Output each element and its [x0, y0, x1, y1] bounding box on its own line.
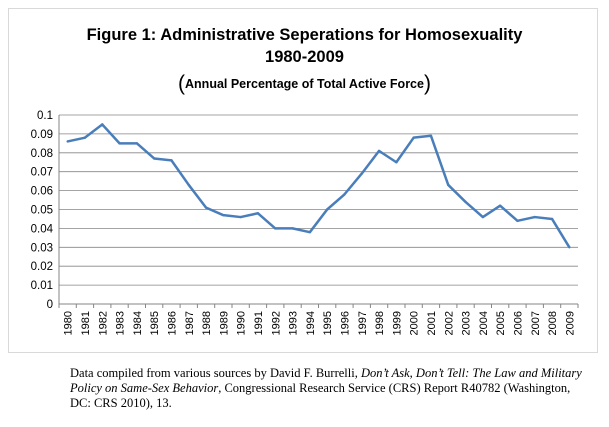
data-point	[464, 200, 467, 204]
data-point	[516, 219, 519, 223]
chart-frame	[8, 8, 598, 353]
y-tick-label: 0.07	[31, 167, 53, 179]
x-tick-label: 1997	[357, 311, 369, 335]
data-point	[481, 215, 485, 219]
data-point	[83, 136, 87, 139]
x-tick-label: 1992	[270, 311, 282, 335]
x-tick-label: 1998	[374, 311, 386, 335]
chart-title: Figure 1: Administrative Seperations for…	[86, 26, 523, 44]
x-tick-label: 1999	[391, 311, 403, 335]
x-tick-label: 1995	[322, 311, 334, 335]
data-point	[325, 208, 329, 211]
x-tick-label: 2005	[495, 311, 507, 335]
data-point	[239, 215, 242, 219]
data-point	[447, 183, 450, 187]
x-tick-label: 1986	[166, 311, 178, 335]
data-point	[256, 212, 260, 215]
chart-title-years: 1980-2009	[265, 48, 344, 66]
x-tick-label: 1994	[305, 311, 317, 335]
x-tick-label: 1980	[63, 311, 75, 335]
data-point	[533, 215, 536, 219]
data-point	[550, 217, 554, 221]
y-tick-label: 0	[47, 299, 53, 311]
x-tick-label: 2003	[461, 311, 473, 335]
data-point	[135, 142, 139, 145]
x-tick-label: 2004	[478, 311, 490, 335]
grid-lines	[59, 114, 578, 286]
x-tick-label: 1989	[218, 311, 230, 335]
y-tick-label: 0.04	[31, 223, 54, 235]
x-axis: 1980 1981 1982 1983 1984 1985 1986 1987 1988 1989…	[58, 303, 579, 335]
data-point	[360, 172, 363, 175]
data-point	[377, 149, 381, 153]
data-point	[412, 136, 415, 139]
data-point	[204, 206, 208, 209]
x-tick-label: 2001	[426, 311, 438, 335]
caption-text-2: , Congressional Research Service (CRS) R…	[70, 381, 571, 410]
x-tick-label: 1993	[288, 311, 300, 335]
data-point	[568, 246, 571, 249]
x-tick-label: 2006	[512, 311, 524, 335]
subtitle-close-paren: )	[423, 72, 431, 95]
data-point	[429, 134, 433, 137]
x-tick-label: 2008	[547, 311, 559, 335]
data-point	[187, 183, 190, 187]
caption-book-title: Don’t Ask, Don’t Tell: The Law and Milit…	[70, 366, 582, 395]
x-tick-label: 1982	[97, 311, 109, 335]
subtitle-text: Annual Percentage of Total Active Force	[185, 77, 424, 91]
y-tick-label: 0.09	[31, 129, 53, 141]
data-point	[395, 161, 398, 164]
x-tick-label: 2007	[530, 311, 542, 335]
data-point	[308, 230, 312, 234]
x-tick-label: 1991	[253, 311, 265, 335]
x-tick-label: 1987	[184, 311, 196, 335]
y-axis: 0 0.01 0.02 0.03 0.04 0.05 0.06 0.07 0.08 0.09 0.1	[31, 110, 60, 311]
x-tick-label: 2000	[409, 311, 421, 335]
x-tick-label: 1996	[339, 311, 351, 335]
y-tick-label: 0.1	[37, 110, 53, 122]
data-point	[170, 159, 173, 162]
data-point	[222, 213, 225, 217]
y-tick-label: 0.03	[31, 242, 53, 254]
x-tick-label: 1981	[80, 311, 92, 335]
caption-text-1: Data compiled from various sources by Da…	[70, 366, 361, 380]
chart-subtitle: (Annual Percentage of Total Active Force…	[0, 72, 609, 96]
data-point	[343, 193, 346, 196]
x-tick-label: 1985	[149, 311, 161, 335]
y-tick-label: 0.06	[31, 186, 53, 198]
x-tick-label: 1990	[236, 311, 248, 335]
x-tick-label: 2002	[443, 311, 455, 335]
x-tick-label: 1983	[115, 311, 127, 335]
source-caption: Data compiled from various sources by Da…	[70, 366, 590, 411]
line-chart: 0 0.01 0.02 0.03 0.04 0.05 0.06 0.07 0.08 0.09 0.1…	[31, 110, 579, 335]
subtitle-open-paren: (	[178, 72, 186, 95]
series-line	[67, 123, 571, 248]
data-point	[274, 227, 277, 230]
y-tick-label: 0.01	[31, 280, 53, 292]
x-tick-label: 1988	[201, 311, 213, 335]
data-point	[101, 123, 104, 126]
data-point	[118, 142, 121, 145]
y-tick-label: 0.08	[31, 148, 53, 160]
y-tick-label: 0.05	[31, 205, 53, 217]
x-tick-label: 2009	[564, 311, 576, 335]
series-layer	[66, 123, 571, 249]
data-point	[498, 204, 502, 207]
data-point	[152, 157, 156, 160]
data-point	[66, 140, 69, 143]
y-tick-label: 0.02	[31, 261, 53, 273]
data-point	[291, 227, 294, 230]
x-tick-label: 1984	[132, 311, 144, 335]
